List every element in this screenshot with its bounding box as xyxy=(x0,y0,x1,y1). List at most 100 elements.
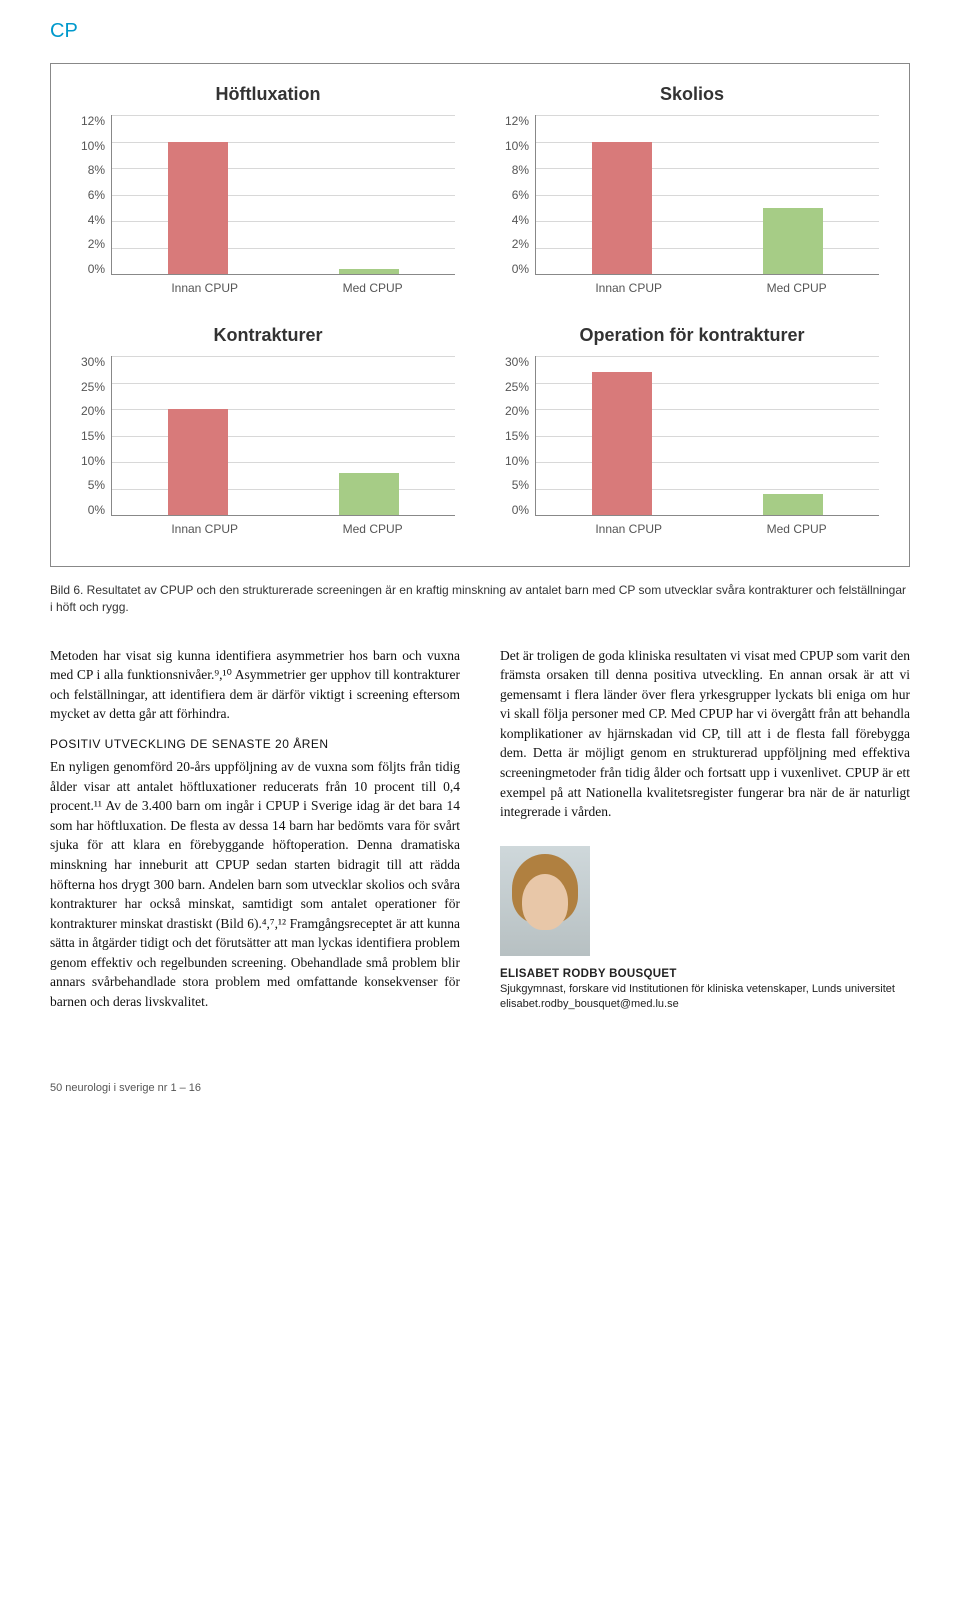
x-axis-labels: Innan CPUP Med CPUP xyxy=(119,281,455,295)
author-photo xyxy=(500,846,590,956)
x-tick: Innan CPUP xyxy=(595,522,662,536)
y-tick: 0% xyxy=(88,263,105,275)
author-name: ELISABET RODBY BOUSQUET xyxy=(500,966,910,982)
y-tick: 2% xyxy=(88,238,105,250)
x-tick: Med CPUP xyxy=(767,522,827,536)
y-tick: 30% xyxy=(505,356,529,368)
x-tick: Med CPUP xyxy=(343,281,403,295)
grid-line xyxy=(112,356,455,357)
y-tick: 12% xyxy=(505,115,529,127)
y-tick: 0% xyxy=(88,504,105,516)
x-tick: Med CPUP xyxy=(767,281,827,295)
body-paragraph: Det är troligen de goda kliniska resulta… xyxy=(500,646,910,822)
grid-line xyxy=(112,462,455,463)
x-axis-labels: Innan CPUP Med CPUP xyxy=(543,281,879,295)
left-column: Metoden har visat sig kunna identifiera … xyxy=(50,646,460,1022)
grid-line xyxy=(536,462,879,463)
bar xyxy=(339,473,399,515)
section-label: CP xyxy=(50,20,910,43)
bar xyxy=(592,372,652,515)
y-tick: 4% xyxy=(512,214,529,226)
x-tick: Innan CPUP xyxy=(595,281,662,295)
grid-line xyxy=(112,142,455,143)
body-paragraph: Metoden har visat sig kunna identifiera … xyxy=(50,646,460,724)
article-columns: Metoden har visat sig kunna identifiera … xyxy=(50,646,910,1022)
chart-title: Skolios xyxy=(505,84,879,105)
y-tick: 5% xyxy=(512,479,529,491)
y-tick: 20% xyxy=(81,405,105,417)
chart-body: 12% 10% 8% 6% 4% 2% 0% xyxy=(81,115,455,275)
y-tick: 10% xyxy=(505,455,529,467)
chart-cell: Operation för kontrakturer 30% 25% 20% 15% 10… xyxy=(505,325,879,536)
y-tick: 0% xyxy=(512,504,529,516)
grid-line xyxy=(536,221,879,222)
bar xyxy=(168,142,228,275)
y-tick: 4% xyxy=(88,214,105,226)
y-axis: 12% 10% 8% 6% 4% 2% 0% xyxy=(81,115,111,275)
y-tick: 10% xyxy=(505,140,529,152)
plot-area xyxy=(535,115,879,275)
chart-title: Höftluxation xyxy=(81,84,455,105)
grid-line xyxy=(536,195,879,196)
grid-line xyxy=(536,489,879,490)
grid-line xyxy=(536,356,879,357)
chart-cell: Höftluxation 12% 10% 8% 6% 4% 2% 0% Innan CPUP Me… xyxy=(81,84,455,295)
y-tick: 25% xyxy=(505,381,529,393)
bar xyxy=(339,269,399,274)
figure-box: Höftluxation 12% 10% 8% 6% 4% 2% 0% Innan CPUP Me… xyxy=(50,63,910,567)
y-axis: 30% 25% 20% 15% 10% 5% 0% xyxy=(505,356,535,516)
y-tick: 10% xyxy=(81,140,105,152)
x-tick: Innan CPUP xyxy=(171,522,238,536)
grid-line xyxy=(112,195,455,196)
bar xyxy=(168,409,228,515)
grid-line xyxy=(112,168,455,169)
figure-caption: Bild 6. Resultatet av CPUP och den struk… xyxy=(50,582,910,616)
x-tick: Innan CPUP xyxy=(171,281,238,295)
plot-area xyxy=(111,356,455,516)
y-tick: 20% xyxy=(505,405,529,417)
grid-line xyxy=(112,383,455,384)
plot-area xyxy=(111,115,455,275)
grid-line xyxy=(112,221,455,222)
grid-line xyxy=(112,436,455,437)
chart-title: Kontrakturer xyxy=(81,325,455,346)
x-axis-labels: Innan CPUP Med CPUP xyxy=(119,522,455,536)
y-axis: 12%10%8%6%4%2%0% xyxy=(505,115,535,275)
grid-line xyxy=(536,248,879,249)
bar xyxy=(592,142,652,275)
y-tick: 12% xyxy=(81,115,105,127)
x-tick: Med CPUP xyxy=(343,522,403,536)
grid-line xyxy=(536,436,879,437)
grid-line xyxy=(536,409,879,410)
y-tick: 6% xyxy=(512,189,529,201)
grid-line xyxy=(536,168,879,169)
chart-title: Operation för kontrakturer xyxy=(505,325,879,346)
grid-line xyxy=(112,489,455,490)
charts-grid: Höftluxation 12% 10% 8% 6% 4% 2% 0% Innan CPUP Me… xyxy=(81,84,879,536)
bar xyxy=(763,208,823,274)
chart-body: 12%10%8%6%4%2%0% xyxy=(505,115,879,275)
y-tick: 2% xyxy=(512,238,529,250)
body-paragraph: En nyligen genomförd 20-års uppföljning … xyxy=(50,757,460,1011)
author-block: ELISABET RODBY BOUSQUET Sjukgymnast, for… xyxy=(500,966,910,1013)
grid-line xyxy=(536,142,879,143)
author-email: elisabet.rodby_bousquet@med.lu.se xyxy=(500,997,910,1012)
y-tick: 6% xyxy=(88,189,105,201)
chart-cell: Kontrakturer30%25%20%15%10%5%0%Innan CPU… xyxy=(81,325,455,536)
grid-line xyxy=(536,383,879,384)
y-tick: 15% xyxy=(505,430,529,442)
right-column: Det är troligen de goda kliniska resulta… xyxy=(500,646,910,1022)
bar xyxy=(763,494,823,515)
grid-line xyxy=(112,409,455,410)
y-tick: 8% xyxy=(88,164,105,176)
subheading: POSITIV UTVECKLING DE SENASTE 20 ÅREN xyxy=(50,736,460,753)
y-axis: 30%25%20%15%10%5%0% xyxy=(81,356,111,516)
chart-body: 30%25%20%15%10%5%0% xyxy=(81,356,455,516)
y-tick: 5% xyxy=(88,479,105,491)
plot-area xyxy=(535,356,879,516)
chart-body: 30% 25% 20% 15% 10% 5% 0% xyxy=(505,356,879,516)
grid-line xyxy=(536,115,879,116)
author-title: Sjukgymnast, forskare vid Institutionen … xyxy=(500,982,910,997)
grid-line xyxy=(112,115,455,116)
y-tick: 8% xyxy=(512,164,529,176)
